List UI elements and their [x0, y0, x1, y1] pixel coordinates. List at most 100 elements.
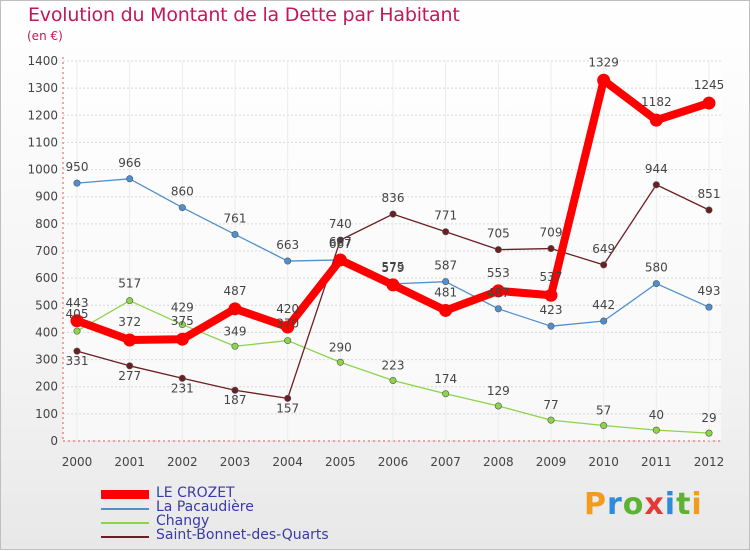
data-label: 740 [329, 217, 352, 231]
data-label: 29 [701, 411, 716, 425]
data-label: 950 [66, 160, 89, 174]
data-label: 667 [329, 237, 352, 251]
data-label: 860 [171, 185, 194, 199]
data-point [705, 206, 713, 214]
data-point [386, 278, 400, 292]
data-label: 442 [592, 298, 615, 312]
logo-letter: r [607, 487, 623, 522]
data-label: 443 [66, 296, 89, 310]
data-point [652, 426, 660, 434]
y-tick-label: 1400 [27, 54, 58, 68]
y-tick-label: 1300 [27, 81, 58, 95]
data-point [336, 236, 344, 244]
y-tick-label: 300 [35, 353, 58, 367]
y-tick-label: 200 [35, 380, 58, 394]
data-point [126, 297, 134, 305]
data-label: 705 [487, 227, 510, 241]
data-label: 580 [645, 261, 668, 275]
data-point [494, 246, 502, 254]
data-point [547, 322, 555, 330]
x-tick-label: 2000 [62, 455, 93, 469]
data-label: 966 [118, 156, 141, 170]
logo-letter: o [622, 487, 645, 522]
data-point [494, 402, 502, 410]
data-label: 174 [434, 372, 457, 386]
y-tick-label: 700 [35, 244, 58, 258]
x-tick-label: 2004 [272, 455, 303, 469]
data-point [491, 284, 505, 298]
legend-label: Saint-Bonnet-des-Quarts [156, 527, 329, 543]
data-label: 277 [118, 369, 141, 383]
data-point [439, 303, 453, 317]
data-point [389, 376, 397, 384]
data-label: 575 [382, 260, 405, 274]
x-tick-label: 2010 [588, 455, 619, 469]
data-label: 187 [224, 393, 247, 407]
data-label: 40 [649, 408, 664, 422]
x-tick-label: 2003 [220, 455, 251, 469]
data-label: 331 [66, 354, 89, 368]
data-point [178, 204, 186, 212]
data-point [547, 416, 555, 424]
data-label: 487 [224, 284, 247, 298]
y-tick-label: 800 [35, 217, 58, 231]
x-tick-label: 2006 [378, 455, 409, 469]
data-label: 663 [276, 238, 299, 252]
data-point [231, 230, 239, 238]
data-label: 231 [171, 381, 194, 395]
data-label: 761 [224, 211, 247, 225]
data-label: 429 [171, 301, 194, 315]
x-tick-label: 2008 [483, 455, 514, 469]
legend-swatch [101, 490, 149, 499]
logo-letter: i [664, 487, 677, 522]
x-tick-label: 2007 [430, 455, 461, 469]
legend-swatch [101, 536, 149, 538]
data-point [333, 253, 347, 267]
data-point [284, 257, 292, 265]
y-tick-label: 500 [35, 298, 58, 312]
y-tick-label: 1000 [27, 163, 58, 177]
data-point [231, 342, 239, 350]
legend-label: LE CROZET [156, 485, 235, 501]
data-label: 836 [382, 191, 405, 205]
data-label: 157 [276, 401, 299, 415]
x-tick-label: 2005 [325, 455, 356, 469]
x-tick-label: 2012 [694, 455, 725, 469]
logo-letter: P [584, 487, 607, 522]
data-point [705, 429, 713, 437]
proxiti-logo: Proxiti [584, 487, 703, 522]
data-label: 423 [540, 303, 563, 317]
data-label: 129 [487, 384, 510, 398]
data-point [336, 358, 344, 366]
data-label: 481 [434, 285, 457, 299]
legend-label: Changy [156, 513, 210, 529]
data-label: 709 [540, 226, 563, 240]
data-point [126, 362, 134, 370]
data-point [178, 321, 186, 329]
logo-letter: x [644, 487, 665, 522]
data-point [600, 317, 608, 325]
data-point [178, 374, 186, 382]
data-label: 372 [118, 315, 141, 329]
data-label: 375 [171, 314, 194, 328]
legend-label: La Pacaudière [156, 499, 254, 515]
data-point [652, 181, 660, 189]
data-label: 1182 [641, 95, 672, 109]
y-tick-label: 400 [35, 325, 58, 339]
data-label: 77 [543, 398, 558, 412]
y-tick-label: 0 [50, 434, 58, 448]
data-label: 851 [698, 187, 721, 201]
logo-letter: t [676, 487, 692, 522]
y-tick-label: 900 [35, 190, 58, 204]
data-label: 57 [596, 404, 611, 418]
data-point [494, 305, 502, 313]
y-tick-label: 600 [35, 271, 58, 285]
data-label: 553 [487, 266, 510, 280]
data-point [281, 320, 295, 334]
x-tick-label: 2011 [641, 455, 672, 469]
data-point [126, 175, 134, 183]
data-point [600, 261, 608, 269]
data-point [389, 210, 397, 218]
data-point [73, 327, 81, 335]
